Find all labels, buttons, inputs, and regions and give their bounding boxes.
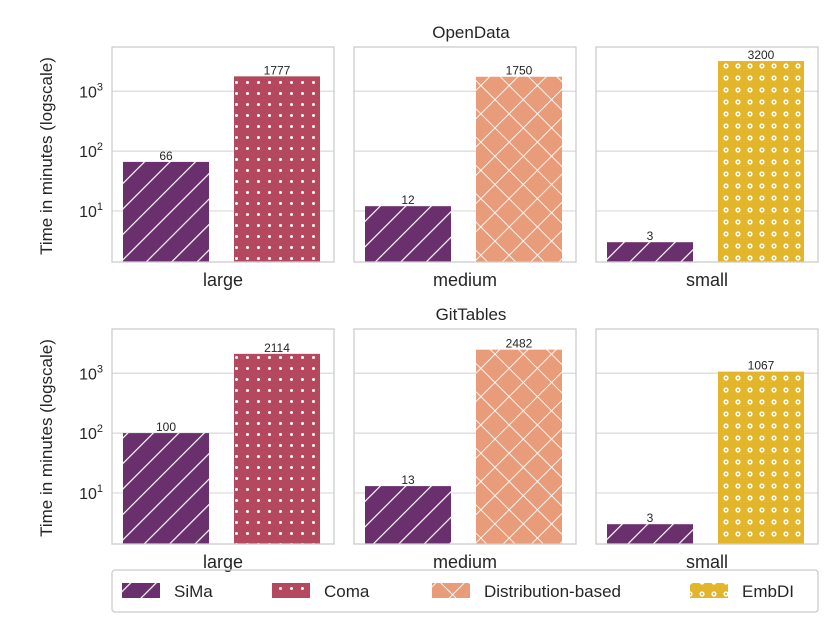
bar-value-label: 3200 [748, 48, 775, 62]
bar-value-label: 100 [156, 420, 176, 434]
legend-label: Distribution-based [484, 582, 621, 601]
legend-label: SiMa [174, 582, 213, 601]
y-tick-label: 101 [79, 201, 103, 221]
bar-value-label: 1067 [748, 359, 775, 373]
bar-value-label: 2482 [506, 337, 533, 351]
bar-coma-large [234, 353, 320, 544]
x-tick-label-small: small [686, 552, 728, 572]
panel-opendata-medium: 12 1750 medium [353, 46, 577, 290]
y-tick-label: 101 [79, 483, 103, 503]
legend-swatch [122, 583, 160, 598]
legend-label: EmbDI [742, 582, 794, 601]
panel-frame [111, 328, 335, 545]
panel-opendata-small: 3 3200 small [595, 46, 819, 290]
x-tick-label-medium: medium [433, 270, 497, 290]
bar-sima-small [607, 524, 693, 544]
bar-embdi-small [718, 61, 804, 262]
bar-sima-medium [365, 486, 451, 544]
bar-value-label: 3 [647, 229, 654, 243]
legend-entry-distribution-based: Distribution-based [432, 582, 621, 601]
bar-coma-large [234, 76, 320, 262]
bar-value-label: 3 [647, 511, 654, 525]
bar-value-label: 13 [401, 473, 415, 487]
panel-frame [595, 328, 819, 545]
bar-distribution-based-medium [476, 349, 562, 544]
legend-entry-sima: SiMa [122, 582, 213, 601]
panels: 66 1777 large 12 1750 medium 3 3200 small 101 102 1… [79, 46, 819, 572]
legend-swatch [272, 583, 310, 598]
legend: SiMa Coma Distribution-based EmbDI [111, 569, 819, 613]
x-tick-label-large: large [203, 270, 243, 290]
y-tick-label: 103 [79, 81, 103, 101]
bar-sima-small [607, 242, 693, 262]
legend-frame [111, 569, 819, 613]
panel-frame [353, 328, 577, 545]
panel-opendata-large: 66 1777 large [111, 46, 335, 290]
legend-swatch [432, 583, 470, 598]
bar-sima-medium [365, 206, 451, 262]
panel-frame [353, 46, 577, 263]
panel-frame [595, 46, 819, 263]
y-tick-label: 102 [79, 423, 103, 443]
legend-label: Coma [324, 582, 370, 601]
y-tick-label: 102 [79, 141, 103, 161]
x-tick-label-medium: medium [433, 552, 497, 572]
y-axis-label-bottom: Time in minutes (logscale) [37, 339, 56, 537]
bar-value-label: 1750 [506, 64, 533, 78]
bar-value-label: 1777 [264, 63, 291, 77]
y-axis-label-top: Time in minutes (logscale) [37, 57, 56, 255]
panel-gittables-large: 100 2114 large [111, 328, 335, 572]
legend-entry-coma: Coma [272, 582, 370, 601]
bar-distribution-based-medium [476, 76, 562, 262]
panel-frame [111, 46, 335, 263]
bar-value-label: 12 [401, 193, 415, 207]
legend-entry-embdi: EmbDI [690, 582, 794, 601]
row-title-gittables: GitTables [436, 305, 507, 324]
panel-gittables-small: 3 1067 small [595, 328, 819, 572]
bar-embdi-small [718, 371, 804, 544]
bar-value-label: 66 [159, 149, 173, 163]
bar-sima-large [123, 433, 209, 544]
x-tick-label-large: large [203, 552, 243, 572]
y-tick-label: 103 [79, 363, 103, 383]
x-tick-label-small: small [686, 270, 728, 290]
panel-gittables-medium: 13 2482 medium [353, 328, 577, 572]
legend-swatch [690, 583, 728, 598]
bar-value-label: 2114 [264, 341, 290, 355]
bar-sima-large [123, 161, 209, 262]
row-title-opendata: OpenData [432, 23, 510, 42]
